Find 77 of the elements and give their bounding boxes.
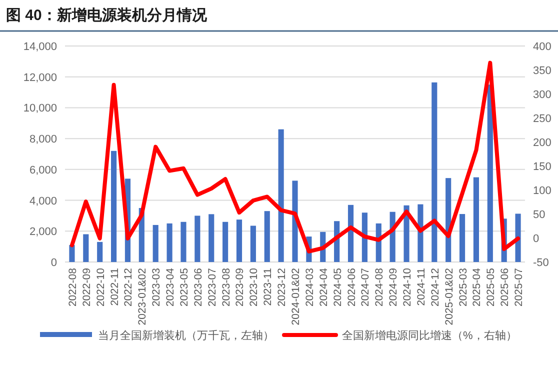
bar [362,212,368,262]
bar [222,222,228,262]
y2-tick-label: 0 [533,233,540,245]
x-tick-label: 2024-01&02 [290,268,302,326]
x-tick-label: 2023-07 [206,268,218,307]
x-tick-label: 2022-09 [80,268,93,307]
y-tick-label: 8,000 [29,134,57,146]
y-tick-label: 14,000 [23,41,57,53]
x-tick-label: 2024-09 [388,268,400,307]
x-tick-label: 2024-07 [360,268,372,307]
bar [152,224,158,262]
y2-tick-label: 50 [533,209,546,221]
y2-tick-label: 300 [533,89,552,101]
x-tick-label: 2023-06 [192,268,204,307]
x-tick-label: 2023-03 [150,268,163,307]
y-tick-label: 4,000 [29,195,57,208]
x-tick-label: 2024-08 [374,268,386,307]
bar [487,84,493,262]
x-tick-label: 2023-12 [276,268,288,307]
y-tick-label: 2,000 [29,226,57,238]
x-tick-label: 2023-08 [220,268,232,307]
legend-label: 当月全国新增装机（万千瓦，左轴） [98,329,274,342]
y-tick-label: 0 [50,257,57,269]
x-tick-label: 2025-01&02 [443,268,456,326]
y2-tick-label: 150 [533,161,552,173]
bar [264,211,270,262]
x-tick-label: 2024-11 [415,268,428,306]
x-tick-label: 2025-04 [471,268,484,307]
x-tick-label: 2025-07 [513,268,526,307]
x-tick-label: 2023-01&02 [136,268,149,326]
bar [83,234,89,262]
y-tick-label: 12,000 [23,72,57,84]
y2-tick-label: 200 [533,137,552,149]
x-tick-label: 2025-06 [499,268,512,307]
x-tick-label: 2023-05 [178,268,190,307]
x-tick-label: 2024-04 [318,268,330,307]
x-tick-label: 2024-10 [402,268,414,307]
bar [459,214,466,262]
x-tick-label: 2024-03 [304,268,316,307]
y2-tick-label: 350 [533,65,552,77]
y-tick-label: 6,000 [29,164,57,176]
x-tick-label: 2022-11 [108,268,121,306]
bar [208,214,214,262]
x-tick-label: 2023-09 [234,268,246,307]
x-tick-label: 2024-05 [332,268,344,307]
bar [292,180,298,262]
bar [250,226,256,262]
bar [111,150,117,262]
bar [432,82,438,262]
bar [348,204,354,262]
x-tick-label: 2025-05 [485,268,498,307]
x-tick-label: 2024-12 [429,268,442,307]
bar [166,223,172,262]
bar [194,216,200,262]
bar [473,177,479,262]
legend-label: 全国新增电源同比增速（%，右轴） [342,329,517,342]
y2-tick-label: 250 [533,113,552,125]
chart-title: 图 40：新增电源装机分月情况 [6,6,208,24]
x-tick-label: 2022-10 [94,268,107,307]
bar [180,222,186,262]
x-tick-label: 2022-12 [122,268,135,307]
x-tick-label: 2022-08 [66,268,79,307]
x-tick-label: 2024-06 [346,268,358,307]
y2-tick-label: 100 [533,185,552,197]
x-tick-label: 2023-11 [262,268,274,306]
y2-tick-label: -50 [533,257,549,269]
line-series [70,60,520,254]
y-tick-label: 10,000 [23,102,57,115]
bar [278,129,284,262]
x-tick-label: 2023-10 [248,268,260,307]
y2-tick-label: 400 [533,41,552,53]
bar [69,245,75,262]
bar [97,242,103,262]
bar [515,214,521,262]
bar [236,220,242,262]
x-tick-label: 2025-03 [457,268,470,307]
x-tick-label: 2023-04 [164,268,177,307]
